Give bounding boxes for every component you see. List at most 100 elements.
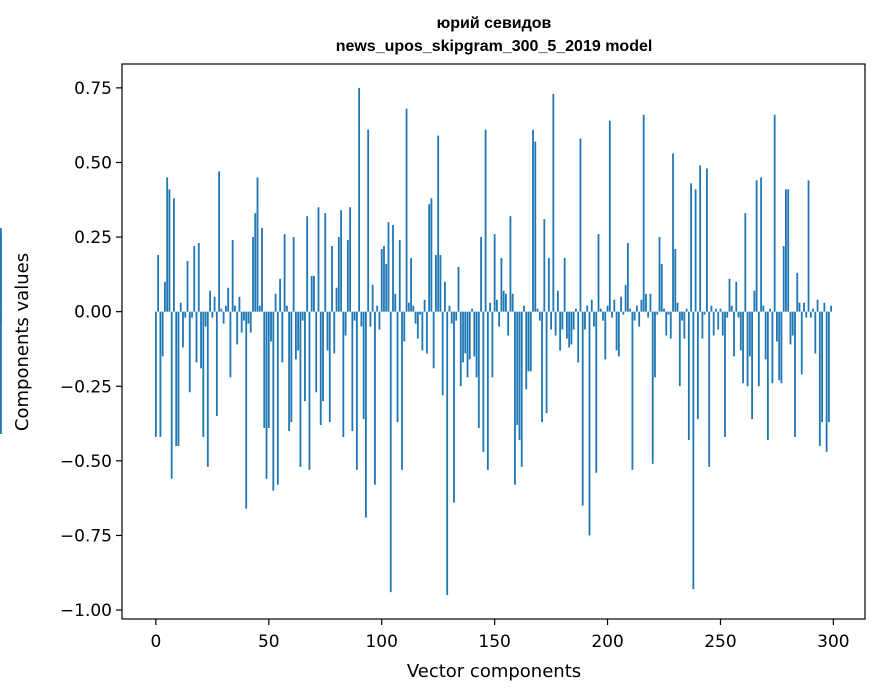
bar	[556, 290, 559, 312]
bar	[439, 254, 442, 312]
bar	[726, 311, 729, 318]
bar	[514, 311, 516, 485]
bar	[505, 293, 507, 312]
bar	[317, 207, 320, 312]
bar	[484, 129, 487, 312]
bar	[715, 308, 717, 312]
bar	[586, 305, 589, 312]
bar	[604, 311, 607, 360]
bar	[220, 308, 223, 312]
bar	[640, 299, 643, 312]
bar	[468, 311, 471, 360]
bar	[787, 189, 790, 312]
bar	[243, 311, 245, 321]
bar	[579, 138, 582, 312]
bar	[351, 311, 354, 432]
bar	[791, 311, 794, 336]
bar	[288, 311, 291, 432]
bar	[444, 281, 446, 312]
bar	[290, 311, 293, 423]
bar	[645, 293, 647, 312]
bar	[410, 257, 412, 312]
bar	[577, 311, 580, 363]
bar	[545, 311, 548, 414]
bar	[215, 311, 218, 417]
bar	[421, 311, 424, 351]
bar	[342, 311, 345, 437]
bar	[218, 171, 221, 312]
bar	[473, 311, 476, 357]
bar	[177, 311, 180, 446]
bar	[660, 263, 663, 312]
bar	[369, 311, 372, 327]
bar	[710, 305, 713, 312]
bar	[182, 311, 184, 348]
bar	[245, 311, 248, 509]
bar	[301, 311, 304, 321]
chart-title: юрий севидов	[437, 15, 552, 32]
bar	[708, 311, 711, 467]
bar	[794, 311, 796, 437]
bar	[453, 311, 455, 503]
x-tick-label: 200	[591, 632, 623, 652]
bar	[778, 311, 781, 381]
bar	[276, 311, 279, 485]
bar	[349, 207, 351, 312]
bar	[667, 311, 670, 315]
bar	[358, 87, 361, 312]
bar	[462, 311, 464, 363]
bar	[252, 237, 254, 312]
bar	[394, 293, 397, 312]
bar	[728, 278, 731, 312]
x-tick-label: 50	[258, 632, 280, 652]
bar	[200, 311, 202, 369]
bar	[821, 311, 823, 423]
x-tick-label: 150	[478, 632, 510, 652]
bar	[629, 308, 632, 312]
bar	[254, 213, 257, 312]
bar	[161, 311, 164, 357]
bar	[186, 260, 189, 312]
bar	[292, 237, 295, 312]
bar	[647, 311, 650, 318]
bar	[448, 305, 451, 312]
bar	[195, 311, 198, 363]
bar	[789, 311, 792, 345]
bar	[168, 189, 171, 312]
bar	[283, 234, 286, 312]
bar	[764, 311, 767, 360]
bar	[157, 254, 160, 312]
bar	[620, 296, 622, 312]
chart-subtitle: news_upos_skipgram_300_5_2019 model	[336, 38, 653, 55]
bar	[617, 311, 620, 357]
bar	[412, 305, 415, 312]
bar	[803, 302, 805, 312]
x-tick-label: 250	[704, 632, 736, 652]
bar	[776, 311, 778, 342]
bar	[191, 311, 193, 318]
bar	[378, 311, 381, 330]
bar	[706, 168, 708, 312]
bar	[154, 311, 157, 437]
bar	[493, 234, 496, 312]
bar	[224, 305, 227, 312]
bar	[755, 180, 758, 312]
bar	[687, 311, 690, 440]
bar	[658, 237, 661, 312]
bar	[597, 234, 600, 312]
bars-group	[0, 87, 833, 596]
bar	[340, 210, 342, 312]
bar	[272, 311, 275, 491]
bar	[676, 302, 679, 312]
bar	[482, 311, 485, 452]
bar	[380, 249, 383, 312]
bar	[249, 311, 252, 333]
bar	[498, 311, 501, 327]
y-axis-ticks: 0.75 0.50 0.25 0.00 −0.25 −0.50 −0.75 −1.00	[60, 79, 122, 621]
bar	[401, 311, 403, 470]
bar	[575, 308, 577, 312]
bar	[234, 305, 236, 312]
bar	[346, 240, 349, 312]
bar	[663, 308, 665, 312]
